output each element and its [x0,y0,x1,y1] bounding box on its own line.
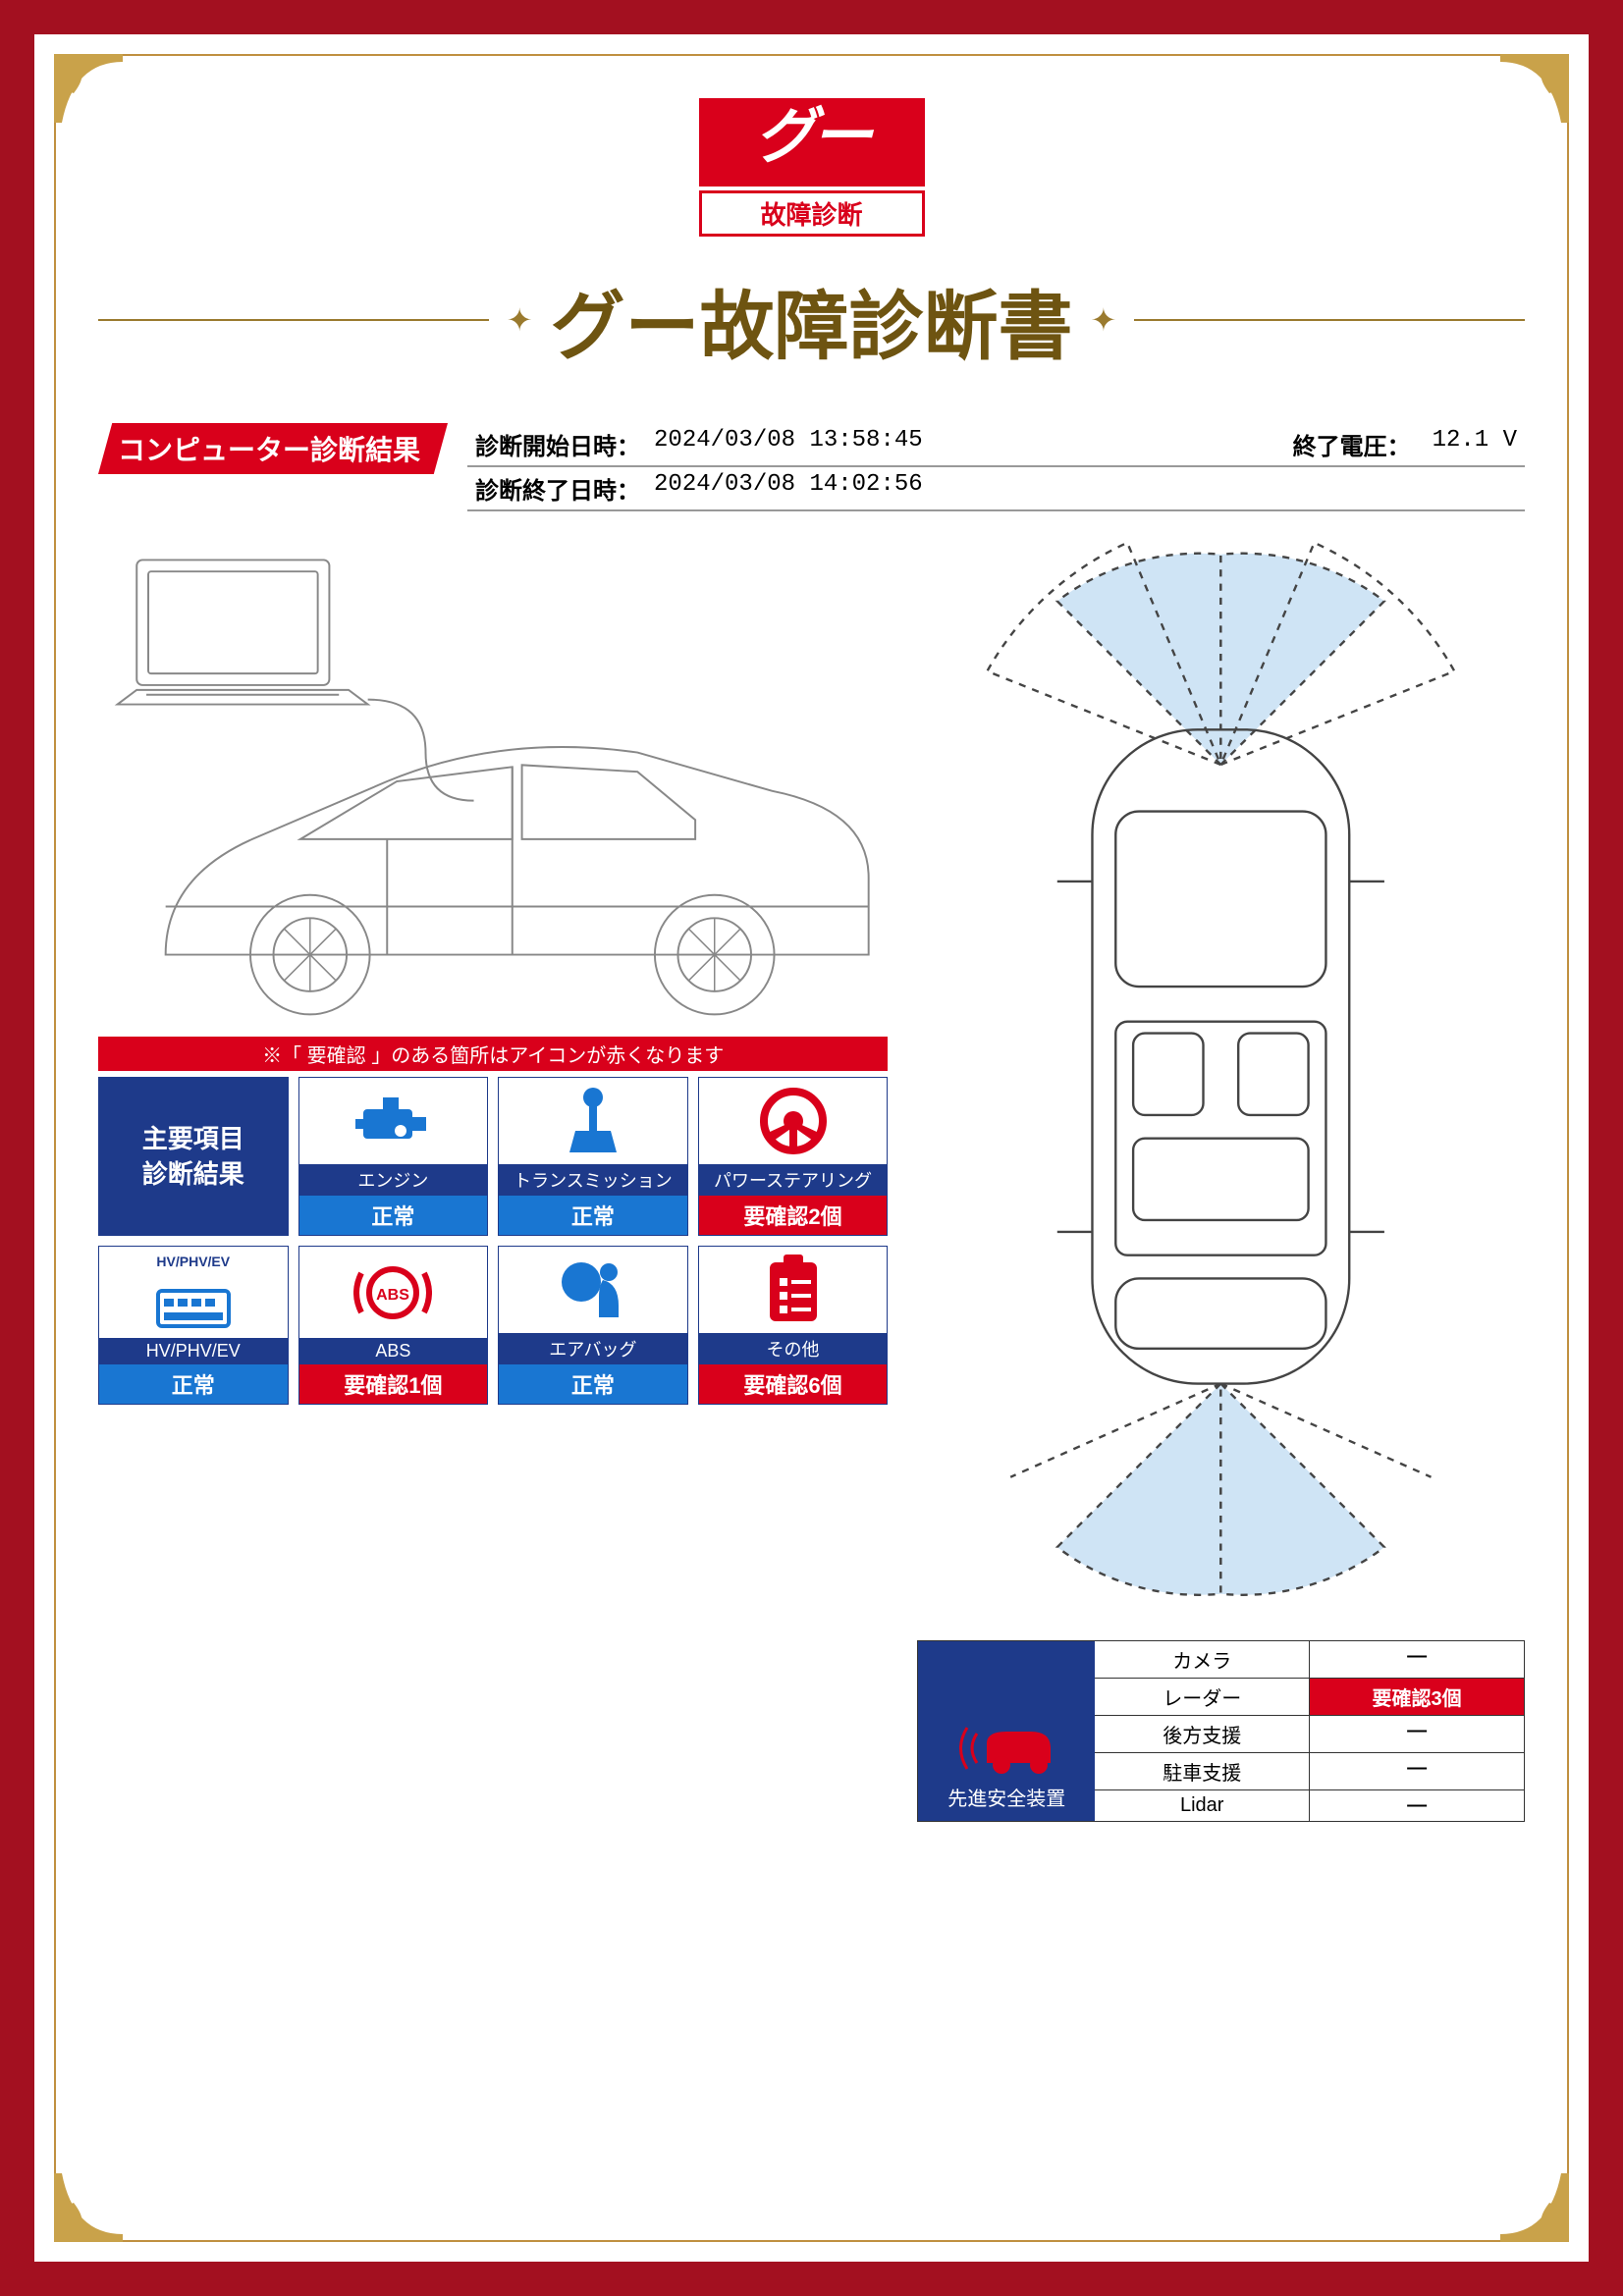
title-divider [1134,319,1525,321]
diagnostic-card: エンジン正常 [298,1077,489,1236]
clipboard-icon [699,1247,888,1333]
card-name: トランスミッション [499,1164,687,1196]
card-name: その他 [699,1333,888,1364]
card-status: 正常 [499,1196,687,1235]
safety-box: 先進安全装置 カメラ―レーダー要確認3個後方支援―駐車支援―Lidar― [917,1640,1525,1822]
meta-info: 診断開始日時： 2024/03/08 13:58:45 終了電圧： 12.1 V… [467,423,1525,511]
airbag-icon [499,1247,687,1333]
diagnostic-card: パワーステアリング要確認2個 [698,1077,889,1236]
meta-value: 12.1 V [1433,427,1517,461]
meta-row-end: 診断終了日時： 2024/03/08 14:02:56 [467,467,1525,511]
meta-row-start: 診断開始日時： 2024/03/08 13:58:45 終了電圧： 12.1 V [467,423,1525,467]
flourish-icon: ✦ [507,301,533,339]
car-side-icon [98,531,888,1032]
meta-label: 終了電圧： [1293,427,1421,461]
safety-row: 後方支援― [1095,1716,1524,1753]
header-line2: 診断結果 [142,1156,244,1192]
card-status: 正常 [99,1364,288,1404]
abs-icon: ABS [299,1247,488,1338]
diagram-car-side: ※「 要確認 」のある箇所はアイコンが赤くなります 主要項目 診断結果 エンジン… [98,531,888,1822]
steering-icon [699,1078,888,1164]
svg-text:ABS: ABS [376,1287,409,1304]
brand-logo-subtext: 故障診断 [699,190,925,237]
card-status: 要確認1個 [299,1364,488,1404]
trans-icon [499,1078,687,1164]
note-bar: ※「 要確認 」のある箇所はアイコンが赤くなります [98,1037,888,1071]
diagram-area: ※「 要確認 」のある箇所はアイコンが赤くなります 主要項目 診断結果 エンジン… [98,531,1525,1822]
car-sensor-icon [952,1714,1060,1783]
safety-row: Lidar― [1095,1790,1524,1821]
safety-label: レーダー [1095,1679,1310,1715]
header-line1: 主要項目 [142,1121,244,1156]
safety-title: 先進安全装置 [947,1783,1065,1811]
safety-value: 要確認3個 [1310,1679,1524,1715]
diagnostic-grid: 主要項目 診断結果 エンジン正常トランスミッション正常パワーステアリング要確認2… [98,1077,888,1405]
safety-value: ― [1310,1716,1524,1752]
section-tab: コンピューター診断結果 [98,423,448,474]
grid-header-card: 主要項目 診断結果 [98,1077,289,1236]
meta-value: 2024/03/08 13:58:45 [654,427,1281,461]
page-title: グー故障診断書 [551,266,1073,374]
card-status: 要確認2個 [699,1196,888,1235]
diagnostic-card: HV/PHV/EVHV/PHV/EV正常 [98,1246,289,1405]
safety-value: ― [1310,1790,1524,1821]
safety-header: 先進安全装置 [918,1641,1095,1821]
safety-row: レーダー要確認3個 [1095,1679,1524,1716]
engine-icon [299,1078,488,1164]
safety-label: Lidar [1095,1790,1310,1821]
section-header: コンピューター診断結果 診断開始日時： 2024/03/08 13:58:45 … [98,423,1525,511]
hvev-icon: HV/PHV/EV [99,1247,288,1338]
safety-table: カメラ―レーダー要確認3個後方支援―駐車支援―Lidar― [1095,1641,1524,1821]
safety-row: カメラ― [1095,1641,1524,1679]
safety-value: ― [1310,1753,1524,1789]
card-status: 正常 [499,1364,687,1404]
diagnostic-card: エアバッグ正常 [498,1246,688,1405]
title-row: ✦ グー故障診断書 ✦ [98,266,1525,374]
meta-label: 診断終了日時： [475,471,642,506]
safety-label: 後方支援 [1095,1716,1310,1752]
safety-value: ― [1310,1641,1524,1678]
card-name: HV/PHV/EV [99,1338,288,1364]
page-content: グー 故障診断 ✦ グー故障診断書 ✦ コンピューター診断結果 診断開始日時： … [98,98,1525,2198]
flourish-icon: ✦ [1091,301,1117,339]
card-name: エアバッグ [499,1333,687,1364]
card-status: 要確認6個 [699,1364,888,1404]
card-name: ABS [299,1338,488,1364]
card-status: 正常 [299,1196,488,1235]
brand-logo-text: グー [699,98,925,187]
meta-label: 診断開始日時： [475,427,642,461]
safety-label: 駐車支援 [1095,1753,1310,1789]
car-top-icon [917,531,1525,1606]
safety-row: 駐車支援― [1095,1753,1524,1790]
diagnostic-card: トランスミッション正常 [498,1077,688,1236]
meta-value: 2024/03/08 14:02:56 [654,471,1517,506]
diagnostic-card: ABSABS要確認1個 [298,1246,489,1405]
brand-logo: グー 故障診断 [699,98,925,237]
diagram-car-top: 先進安全装置 カメラ―レーダー要確認3個後方支援―駐車支援―Lidar― [917,531,1525,1822]
card-name: パワーステアリング [699,1164,888,1196]
diagnostic-card: その他要確認6個 [698,1246,889,1405]
safety-label: カメラ [1095,1641,1310,1678]
card-name: エンジン [299,1164,488,1196]
title-divider [98,319,489,321]
card-top-label: HV/PHV/EV [156,1254,230,1269]
